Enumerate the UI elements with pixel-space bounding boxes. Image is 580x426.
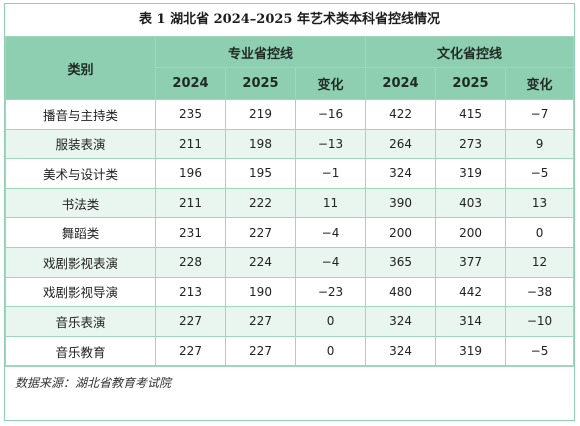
cell-prof-change: −13 bbox=[294, 128, 367, 160]
header-cult-change: 变化 bbox=[505, 67, 574, 100]
cell-prof-change: −4 bbox=[294, 217, 367, 248]
header-cult-2024: 2024 bbox=[365, 67, 437, 100]
cell-prof-2025: 227 bbox=[225, 217, 296, 248]
cell-cult-change: 9 bbox=[505, 128, 574, 160]
table-row: 播音与主持类 235 219 −16 422 415 −7 bbox=[5, 99, 574, 130]
header-cult-2025: 2025 bbox=[435, 67, 507, 100]
cell-prof-change: −23 bbox=[294, 276, 367, 308]
cell-cult-change: 12 bbox=[505, 246, 574, 278]
row-category: 音乐教育 bbox=[5, 335, 156, 367]
cell-prof-change: 0 bbox=[294, 306, 367, 337]
cell-cult-2024: 480 bbox=[365, 276, 437, 308]
cell-prof-2024: 196 bbox=[155, 158, 226, 189]
cell-cult-2025: 314 bbox=[435, 306, 507, 337]
header-row-2: 2024 2025 变化 2024 2025 变化 bbox=[6, 67, 574, 100]
cell-prof-2025: 227 bbox=[225, 306, 296, 337]
cell-cult-2024: 324 bbox=[365, 335, 437, 367]
cell-cult-2024: 324 bbox=[365, 158, 437, 189]
header-culture-line: 文化省控线 bbox=[365, 36, 574, 68]
data-source-note: 数据来源：湖北省教育考试院 bbox=[5, 366, 574, 400]
cell-cult-2025: 319 bbox=[435, 335, 507, 367]
header-category: 类别 bbox=[5, 36, 156, 100]
table-row: 音乐表演 227 227 0 324 314 −10 bbox=[5, 306, 574, 337]
row-category: 戏剧影视表演 bbox=[5, 246, 156, 278]
cell-prof-2024: 211 bbox=[155, 187, 226, 219]
table-row: 舞蹈类 231 227 −4 200 200 0 bbox=[5, 217, 574, 248]
table-row: 音乐教育 227 227 0 324 319 −5 bbox=[5, 335, 574, 367]
cell-prof-2025: 198 bbox=[225, 128, 296, 160]
cell-cult-2024: 390 bbox=[365, 187, 437, 219]
table-row: 戏剧影视表演 228 224 −4 365 377 12 bbox=[5, 246, 574, 278]
cell-cult-2024: 365 bbox=[365, 246, 437, 278]
cell-prof-2025: 219 bbox=[225, 99, 296, 130]
cell-prof-2024: 228 bbox=[155, 246, 226, 278]
header-prof-2024: 2024 bbox=[155, 67, 226, 100]
cell-cult-2025: 377 bbox=[435, 246, 507, 278]
cell-cult-change: −38 bbox=[505, 276, 574, 308]
cell-prof-2024: 231 bbox=[155, 217, 226, 248]
cell-prof-2025: 190 bbox=[225, 276, 296, 308]
row-category: 音乐表演 bbox=[5, 306, 156, 337]
cell-cult-2025: 442 bbox=[435, 276, 507, 308]
cell-prof-2025: 195 bbox=[225, 158, 296, 189]
cell-prof-2024: 227 bbox=[155, 306, 226, 337]
cell-cult-2025: 319 bbox=[435, 158, 507, 189]
cell-prof-2025: 224 bbox=[225, 246, 296, 278]
cell-prof-2025: 222 bbox=[225, 187, 296, 219]
cell-cult-2024: 264 bbox=[365, 128, 437, 160]
cell-prof-2024: 211 bbox=[155, 128, 226, 160]
table-row: 服装表演 211 198 −13 264 273 9 bbox=[5, 128, 574, 160]
table-row: 书法类 211 222 11 390 403 13 bbox=[5, 187, 574, 219]
header-row-1: 类别 专业省控线 文化省控线 bbox=[5, 36, 574, 100]
header-prof-2025: 2025 bbox=[225, 67, 296, 100]
cell-cult-change: 0 bbox=[505, 217, 574, 248]
row-category: 服装表演 bbox=[5, 128, 156, 160]
cell-prof-change: −16 bbox=[294, 99, 367, 130]
cell-cult-2025: 415 bbox=[435, 99, 507, 130]
row-category: 书法类 bbox=[5, 187, 156, 219]
cell-cult-change: 13 bbox=[505, 187, 574, 219]
header-professional-line: 专业省控线 bbox=[154, 36, 367, 68]
cell-cult-change: −10 bbox=[505, 306, 574, 337]
cell-cult-2025: 403 bbox=[435, 187, 507, 219]
cell-prof-change: −1 bbox=[294, 158, 367, 189]
row-category: 舞蹈类 bbox=[5, 217, 156, 248]
cell-cult-2025: 200 bbox=[435, 217, 507, 248]
cell-cult-2024: 422 bbox=[365, 99, 437, 130]
table-row: 戏剧影视导演 213 190 −23 480 442 −38 bbox=[5, 276, 574, 308]
cell-prof-2024: 235 bbox=[155, 99, 226, 130]
table-frame: 表 1 湖北省 2024–2025 年艺术类本科省控线情况 类别 专业省控线 文… bbox=[4, 3, 575, 421]
cell-prof-change: 0 bbox=[294, 335, 367, 367]
cell-prof-change: 11 bbox=[294, 187, 367, 219]
cell-prof-change: −4 bbox=[294, 246, 367, 278]
header-prof-change: 变化 bbox=[294, 67, 367, 100]
row-category: 播音与主持类 bbox=[5, 99, 156, 130]
cutoff-table: 类别 专业省控线 文化省控线 2024 2025 变化 2024 2025 变化… bbox=[5, 36, 574, 367]
cell-cult-change: −5 bbox=[505, 158, 574, 189]
cell-prof-2024: 227 bbox=[155, 335, 226, 367]
table-title: 表 1 湖北省 2024–2025 年艺术类本科省控线情况 bbox=[138, 12, 440, 27]
table-row: 美术与设计类 196 195 −1 324 319 −5 bbox=[5, 158, 574, 189]
cell-cult-change: −5 bbox=[505, 335, 574, 367]
cell-cult-2024: 200 bbox=[365, 217, 437, 248]
cell-cult-2025: 273 bbox=[435, 128, 507, 160]
cell-prof-2025: 227 bbox=[225, 335, 296, 367]
cell-cult-change: −7 bbox=[505, 99, 574, 130]
cell-prof-2024: 213 bbox=[155, 276, 226, 308]
cell-cult-2024: 324 bbox=[365, 306, 437, 337]
row-category: 戏剧影视导演 bbox=[5, 276, 156, 308]
row-category: 美术与设计类 bbox=[5, 158, 156, 189]
